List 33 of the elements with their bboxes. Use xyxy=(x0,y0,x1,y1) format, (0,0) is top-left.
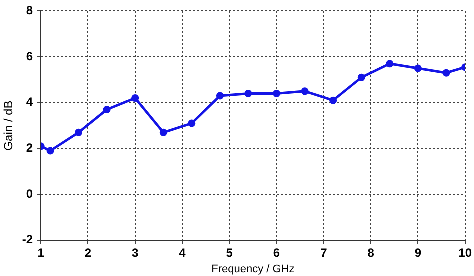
y-tick-label: 8 xyxy=(26,4,34,18)
point xyxy=(358,74,366,82)
x-tick-label: 2 xyxy=(84,246,92,260)
point xyxy=(160,128,168,136)
point xyxy=(216,92,224,100)
x-tick-label: 1 xyxy=(38,246,45,260)
y-axis-title: Gain / dB xyxy=(2,100,16,151)
x-tick-label: 4 xyxy=(179,246,186,260)
point xyxy=(414,64,422,72)
point xyxy=(244,90,252,98)
point xyxy=(330,96,338,104)
point xyxy=(75,128,83,136)
x-axis-title: Frequency / GHz xyxy=(212,263,295,276)
x-tick-label: 9 xyxy=(414,246,422,260)
y-tick-label: 2 xyxy=(26,141,34,156)
x-tick-label: 3 xyxy=(132,246,140,260)
point xyxy=(301,88,309,96)
y-tick-label: 4 xyxy=(26,95,34,110)
point xyxy=(442,69,450,77)
point xyxy=(273,90,281,98)
point xyxy=(386,60,394,68)
x-tick-label: 6 xyxy=(273,246,280,260)
point xyxy=(132,94,140,102)
point xyxy=(46,147,54,155)
x-tick-label: 10 xyxy=(458,246,472,260)
x-tick-label: 7 xyxy=(320,246,328,260)
point xyxy=(188,120,196,128)
x-tick-label: 5 xyxy=(226,246,234,260)
y-tick-label: -2 xyxy=(22,232,34,247)
point xyxy=(103,106,111,114)
y-tick-label: 6 xyxy=(26,49,34,64)
x-tick-label: 8 xyxy=(368,246,375,260)
y-tick-label: 0 xyxy=(26,186,34,201)
